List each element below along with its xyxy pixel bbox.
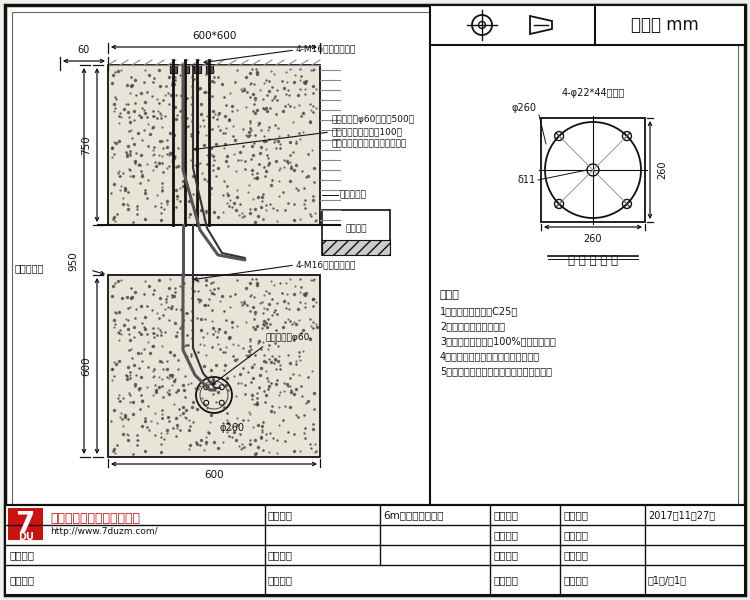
Bar xyxy=(5,505,745,595)
Text: 7: 7 xyxy=(15,510,34,538)
Text: 图纸校对: 图纸校对 xyxy=(493,575,518,585)
Bar xyxy=(322,210,390,255)
Text: φ260: φ260 xyxy=(511,103,536,113)
Text: 共1页/第1页: 共1页/第1页 xyxy=(648,575,687,585)
Bar xyxy=(108,275,320,457)
Text: DU: DU xyxy=(18,532,34,542)
Text: 绘制日期: 绘制日期 xyxy=(563,510,588,520)
Text: δ11: δ11 xyxy=(518,175,536,185)
Bar xyxy=(8,508,43,540)
Text: 6m太阳能路灯基础: 6m太阳能路灯基础 xyxy=(383,510,443,520)
Text: 预埋穿线管φ60，深度500，: 预埋穿线管φ60，深度500， xyxy=(332,115,416,124)
Text: 4-M16地脚螺栓均布: 4-M16地脚螺栓均布 xyxy=(296,260,356,269)
Text: 蓄电池箱: 蓄电池箱 xyxy=(345,224,367,233)
Text: 各注：: 各注： xyxy=(440,290,460,300)
Text: 出货日期: 出货日期 xyxy=(563,550,588,560)
Text: 内容复核: 内容复核 xyxy=(493,530,518,540)
Bar xyxy=(430,5,745,45)
Text: 生产日期: 生产日期 xyxy=(563,530,588,540)
Text: 客户名称: 客户名称 xyxy=(10,575,35,585)
Text: 4、穿线管根据实际需要，适当调整。: 4、穿线管根据实际需要，适当调整。 xyxy=(440,351,540,361)
Text: 产品规格: 产品规格 xyxy=(268,550,293,560)
Text: 600: 600 xyxy=(204,470,224,480)
Text: 2、回填土应分层夯实；: 2、回填土应分层夯实； xyxy=(440,321,505,331)
Bar xyxy=(322,240,390,255)
Text: 穿线管露出基础平面100，: 穿线管露出基础平面100， xyxy=(332,127,403,136)
Text: 4-M16地脚螺栓均布: 4-M16地脚螺栓均布 xyxy=(296,44,356,53)
Text: http://www.7duzm.com/: http://www.7duzm.com/ xyxy=(50,527,158,535)
Bar xyxy=(182,64,188,73)
Text: 750: 750 xyxy=(81,135,91,155)
Text: 60: 60 xyxy=(78,45,90,55)
Text: 基础回填土: 基础回填土 xyxy=(339,191,366,199)
Bar xyxy=(170,64,176,73)
Text: 260: 260 xyxy=(584,234,602,244)
Bar xyxy=(194,64,200,73)
Text: 产品数量: 产品数量 xyxy=(268,575,293,585)
Bar xyxy=(108,65,320,225)
Text: 东莞七度照明科技有限公司: 东莞七度照明科技有限公司 xyxy=(50,511,140,524)
Text: φ260: φ260 xyxy=(219,423,244,433)
Text: 图纸绘制: 图纸绘制 xyxy=(493,510,518,520)
Bar xyxy=(206,64,212,73)
Text: 生产单号: 生产单号 xyxy=(10,550,35,560)
Text: 预埋电缆管φ60: 预埋电缆管φ60 xyxy=(266,334,310,343)
Text: 2017年11月27日: 2017年11月27日 xyxy=(648,510,716,520)
Text: 法 兰 平 面 图: 法 兰 平 面 图 xyxy=(568,254,618,267)
Text: 单位： mm: 单位： mm xyxy=(632,16,699,34)
Text: 1、基础混凝土采用C25，: 1、基础混凝土采用C25， xyxy=(440,306,518,316)
Text: 图纸内容: 图纸内容 xyxy=(268,510,293,520)
Text: 露出地面部分留在基墩中心位置: 露出地面部分留在基墩中心位置 xyxy=(332,139,407,148)
Text: 图纸页码: 图纸页码 xyxy=(563,575,588,585)
Text: 3、基础侧面达到约100%时方可安装；: 3、基础侧面达到约100%时方可安装； xyxy=(440,336,556,346)
Text: 260: 260 xyxy=(657,161,667,179)
Text: 螺纹钢捆绑: 螺纹钢捆绑 xyxy=(15,263,44,273)
Text: 600*600: 600*600 xyxy=(192,31,236,41)
Text: 内容复核: 内容复核 xyxy=(493,550,518,560)
Text: 5、基础大小可根据地质情况，适当调整。: 5、基础大小可根据地质情况，适当调整。 xyxy=(440,366,552,376)
Bar xyxy=(541,118,645,222)
Text: 4-φ22*44孔均布: 4-φ22*44孔均布 xyxy=(561,88,625,98)
Text: 950: 950 xyxy=(68,251,78,271)
Text: 600: 600 xyxy=(81,356,91,376)
